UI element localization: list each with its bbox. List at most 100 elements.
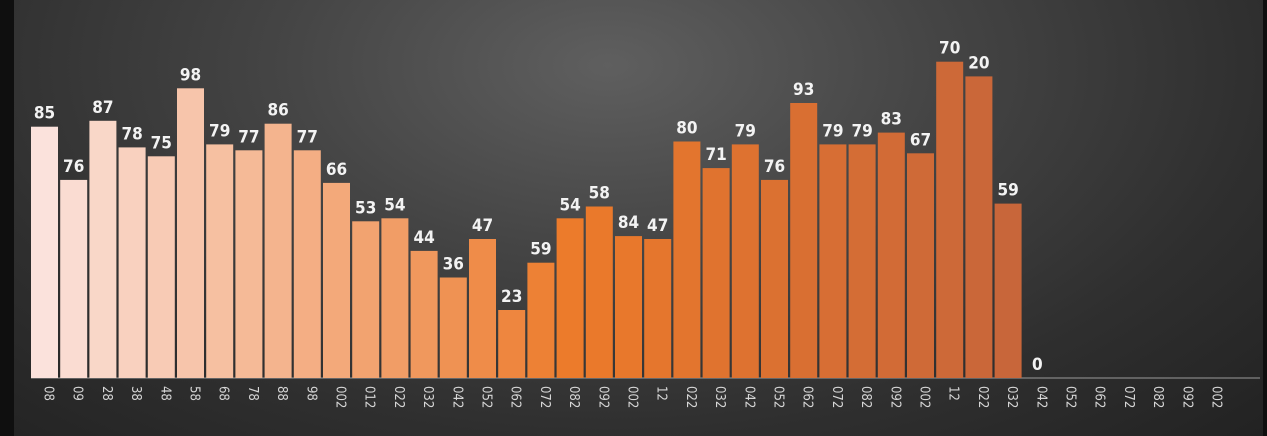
x-tick-label: 042	[1033, 386, 1048, 408]
bar	[615, 236, 642, 378]
data-label: 47	[472, 216, 493, 236]
x-tick-label: 062	[508, 386, 523, 408]
x-tick-label: 092	[887, 386, 902, 408]
x-tick-label: 58	[187, 386, 202, 401]
data-label: 0	[1032, 355, 1043, 375]
data-label: 85	[34, 104, 55, 124]
bar	[761, 179, 788, 378]
x-tick-label: 022	[975, 386, 990, 408]
bar	[790, 103, 818, 378]
data-label: 79	[851, 121, 872, 141]
data-label: 79	[735, 121, 756, 141]
x-tick-label: 002	[1209, 386, 1224, 408]
data-label: 54	[384, 195, 405, 215]
data-label: 77	[238, 127, 259, 147]
x-tick-label: 002	[917, 386, 932, 408]
bar	[410, 250, 438, 378]
data-label: 83	[881, 110, 902, 130]
bar	[965, 76, 993, 379]
bar	[381, 218, 409, 378]
data-label: 77	[297, 127, 318, 147]
data-label: 36	[443, 255, 464, 275]
right-frame	[1263, 0, 1267, 436]
x-tick-label: 012	[362, 386, 377, 408]
bar	[235, 150, 263, 378]
x-tick-label: 072	[537, 386, 552, 408]
x-tick-label: 032	[1004, 386, 1019, 408]
x-tick-label: 12	[654, 386, 669, 401]
bar	[352, 221, 380, 378]
x-tick-label: 032	[712, 386, 727, 408]
data-label: 76	[63, 157, 84, 177]
x-tick-label: 062	[1092, 386, 1107, 408]
x-tick-label: 68	[216, 386, 231, 401]
x-tick-label: 78	[245, 386, 260, 401]
x-tick-label: 38	[128, 386, 143, 401]
bar	[439, 277, 467, 378]
data-label: 53	[355, 198, 376, 218]
bar	[147, 156, 175, 378]
bar	[819, 144, 847, 378]
data-label: 80	[676, 119, 697, 139]
data-label: 70	[939, 39, 960, 59]
x-tick-label: 052	[771, 386, 786, 408]
bar	[264, 123, 292, 378]
x-tick-label: 052	[479, 386, 494, 408]
data-label: 78	[121, 124, 142, 144]
x-tick-label: 28	[99, 386, 114, 401]
x-tick-label: 082	[1150, 386, 1165, 408]
x-tick-label: 062	[800, 386, 815, 408]
left-frame	[0, 0, 14, 436]
x-tick-label: 98	[303, 386, 318, 401]
bar	[89, 120, 117, 379]
bar	[498, 310, 526, 378]
data-label: 87	[92, 98, 113, 118]
x-tick-label: 082	[566, 386, 581, 408]
bar	[585, 206, 613, 378]
x-tick-label: 092	[1179, 386, 1194, 408]
bar	[527, 262, 555, 378]
x-tick-label: 002	[333, 386, 348, 408]
bar	[556, 218, 584, 378]
bar	[469, 239, 496, 378]
bar	[31, 126, 58, 378]
bar	[644, 239, 672, 378]
data-label: 76	[764, 157, 785, 177]
bar	[206, 144, 234, 378]
x-tick-label: 032	[420, 386, 435, 408]
bar	[848, 144, 876, 378]
x-tick-label: 88	[274, 386, 289, 401]
x-tick-label: 042	[449, 386, 464, 408]
x-tick-label: 072	[1121, 386, 1136, 408]
data-label: 54	[559, 195, 580, 215]
x-tick-label: 08	[41, 386, 56, 401]
data-label: 98	[180, 65, 201, 85]
bar	[907, 153, 934, 378]
x-tick-label: 052	[1063, 386, 1078, 408]
x-tick-label: 022	[683, 386, 698, 408]
bar	[702, 168, 730, 378]
data-label: 86	[267, 101, 288, 121]
x-tick-label: 12	[946, 386, 961, 401]
bar	[118, 147, 146, 378]
bar	[994, 203, 1022, 378]
data-label: 59	[997, 181, 1018, 201]
data-label: 59	[530, 240, 551, 260]
bar	[177, 88, 204, 379]
bar	[293, 150, 321, 378]
bar	[731, 144, 759, 378]
x-tick-label: 082	[858, 386, 873, 408]
bar	[323, 182, 350, 378]
x-tick-label: 002	[625, 386, 640, 408]
x-tick-label: 09	[70, 386, 85, 401]
x-tick-label: 042	[741, 386, 756, 408]
bar	[60, 179, 88, 378]
data-label: 79	[822, 121, 843, 141]
bar	[877, 132, 905, 378]
data-label: 66	[326, 160, 347, 180]
x-tick-label: 092	[595, 386, 610, 408]
data-label: 93	[793, 80, 814, 100]
bar	[936, 61, 964, 378]
data-label: 44	[413, 228, 434, 248]
